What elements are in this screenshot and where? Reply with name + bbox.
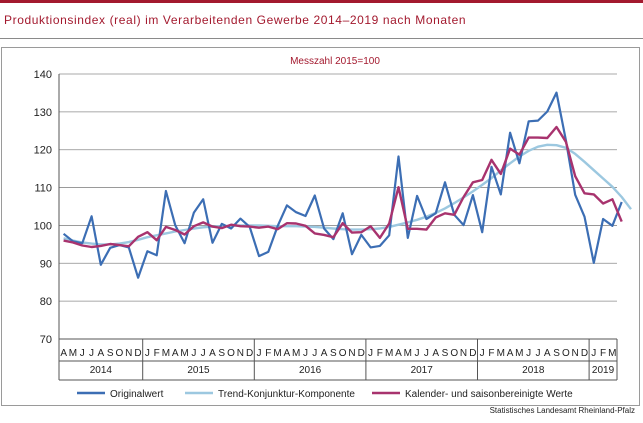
x-month-label: O <box>227 348 235 359</box>
x-month-label: M <box>497 348 505 359</box>
x-month-label: F <box>265 348 271 359</box>
y-tick-label: 140 <box>34 69 52 81</box>
y-tick-label: 110 <box>34 183 52 195</box>
y-tick-label: 130 <box>34 107 52 119</box>
title-divider <box>0 38 643 39</box>
x-month-label: O <box>116 348 124 359</box>
series-adjusted-line <box>63 125 623 249</box>
x-month-label: A <box>209 348 216 359</box>
y-tick-label: 120 <box>34 145 52 157</box>
x-month-label: D <box>469 348 476 359</box>
x-month-label: M <box>608 348 616 359</box>
x-month-label: S <box>107 348 114 359</box>
x-month-label: J <box>535 348 540 359</box>
x-month-label: A <box>172 348 179 359</box>
x-month-label: J <box>415 348 420 359</box>
x-month-label: O <box>562 348 570 359</box>
x-month-label: J <box>303 348 308 359</box>
x-month-label: J <box>89 348 94 359</box>
x-month-label: F <box>600 348 606 359</box>
x-month-label: M <box>404 348 412 359</box>
x-month-label: S <box>218 348 225 359</box>
x-month-label: M <box>515 348 523 359</box>
x-month-label: A <box>284 348 291 359</box>
x-month-label: M <box>273 348 281 359</box>
y-tick-label: 80 <box>40 296 52 308</box>
gridlines <box>59 73 617 340</box>
x-month-label: N <box>460 348 467 359</box>
y-tick-label: 100 <box>34 220 52 232</box>
x-month-label: J <box>368 348 373 359</box>
x-month-label: N <box>348 348 355 359</box>
y-tick-label: 70 <box>40 334 52 346</box>
x-month-label: D <box>134 348 141 359</box>
x-month-label: J <box>591 348 596 359</box>
x-year-label: 2014 <box>90 365 113 376</box>
x-month-label: A <box>507 348 514 359</box>
x-month-label: A <box>432 348 439 359</box>
x-year-label: 2016 <box>299 365 322 376</box>
x-month-label: D <box>246 348 253 359</box>
chart-title: Produktionsindex (real) im Verarbeitende… <box>4 13 467 27</box>
x-month-label: S <box>553 348 560 359</box>
x-month-label: F <box>488 348 494 359</box>
legend-label: Trend-Konjunktur-Komponente <box>218 389 355 400</box>
x-month-label: A <box>395 348 402 359</box>
x-month-label: M <box>69 348 77 359</box>
y-tick-label: 90 <box>40 258 52 270</box>
x-month-label: J <box>145 348 150 359</box>
chart-subtitle: Messzahl 2015=100 <box>290 56 380 67</box>
x-month-label: M <box>385 348 393 359</box>
x-month-label: O <box>450 348 458 359</box>
x-month-label: M <box>180 348 188 359</box>
x-month-label: S <box>442 348 449 359</box>
source-note: Statistisches Landesamt Rheinland-Pfalz <box>489 406 635 415</box>
x-month-label: O <box>339 348 347 359</box>
legend: Originalwert Trend-Konjunktur-Komponente K… <box>77 389 573 400</box>
chart-frame <box>1 47 640 406</box>
x-month-label: F <box>154 348 160 359</box>
x-month-label: J <box>424 348 429 359</box>
series-lines <box>62 91 632 279</box>
x-month-label: F <box>377 348 383 359</box>
x-month-label: M <box>292 348 300 359</box>
legend-label: Kalender- und saisonbereinigte Werte <box>405 389 573 400</box>
x-month-label: M <box>162 348 170 359</box>
x-month-label: D <box>581 348 588 359</box>
x-month-label: A <box>98 348 105 359</box>
x-month-label: N <box>572 348 579 359</box>
x-month-label: J <box>256 348 261 359</box>
y-axis: 70 80 90 100 110 120 130 140 <box>34 69 60 346</box>
x-month-label: A <box>60 348 67 359</box>
x-month-label: J <box>312 348 317 359</box>
x-year-label: 2019 <box>592 365 615 376</box>
x-month-label: N <box>125 348 132 359</box>
legend-label: Originalwert <box>110 389 164 400</box>
x-month-label: J <box>80 348 85 359</box>
x-month-label: J <box>201 348 206 359</box>
x-month-label: N <box>237 348 244 359</box>
x-year-label: 2018 <box>522 365 545 376</box>
x-month-label: J <box>526 348 531 359</box>
series-original-line <box>62 91 623 279</box>
x-year-label: 2015 <box>187 365 210 376</box>
x-year-label: 2017 <box>411 365 434 376</box>
x-month-label: A <box>544 348 551 359</box>
x-month-label: S <box>330 348 337 359</box>
x-month-label: A <box>321 348 328 359</box>
x-month-label: J <box>191 348 196 359</box>
x-month-label: D <box>358 348 365 359</box>
top-accent-line <box>0 0 643 3</box>
x-month-label: J <box>480 348 485 359</box>
